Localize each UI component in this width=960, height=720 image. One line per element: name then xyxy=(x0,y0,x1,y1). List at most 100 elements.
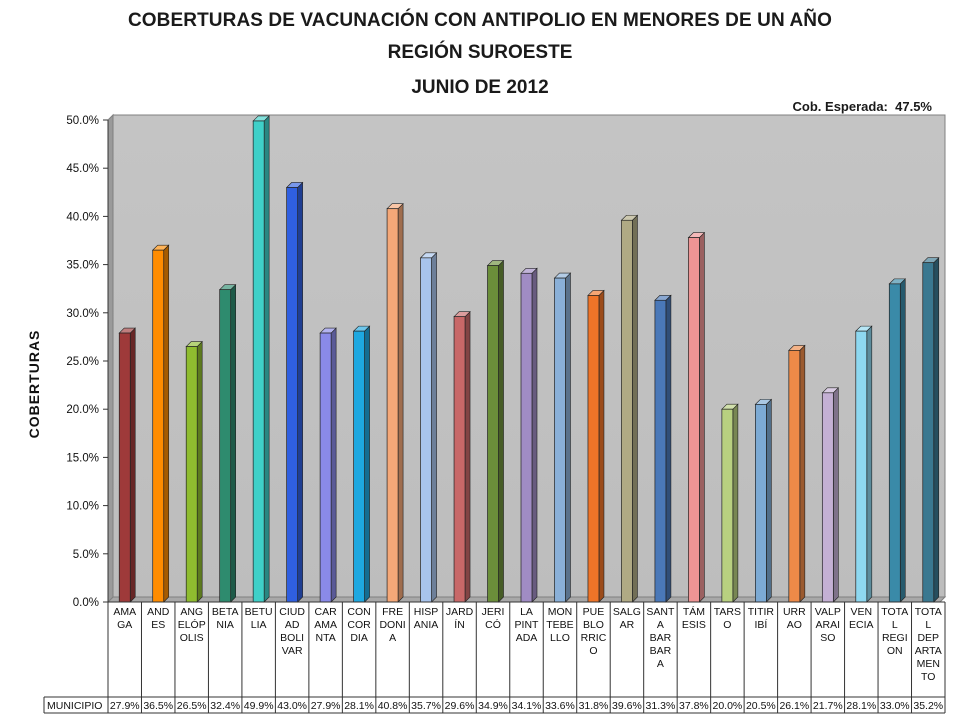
category-label: CON COR DIA xyxy=(347,606,371,644)
expected-coverage: Cob. Esperada: 47.5% xyxy=(793,99,932,114)
category-label: TÁM ESIS xyxy=(682,605,706,631)
category-label: AMA GA xyxy=(113,606,136,631)
bar-side xyxy=(632,214,638,603)
bar-side xyxy=(464,310,471,603)
bar-side xyxy=(933,256,940,603)
bar-front xyxy=(420,257,432,603)
y-tick-label: 0.0% xyxy=(73,597,99,609)
category-label: HISP ANIA xyxy=(414,606,439,631)
bar-front xyxy=(520,272,533,603)
value-label: 20.5% xyxy=(746,700,776,712)
bar-front xyxy=(152,249,165,603)
value-label: 39.6% xyxy=(612,700,642,712)
category-label: FRE DONI A xyxy=(379,606,405,644)
category-label: JERI CÓ xyxy=(482,606,505,631)
value-label: 43.0% xyxy=(277,700,307,712)
y-tick-label: 45.0% xyxy=(66,163,99,175)
bar-front xyxy=(319,332,332,603)
chart-title: COBERTURAS DE VACUNACIÓN CON ANTIPOLIO E… xyxy=(127,10,832,31)
value-label: 34.1% xyxy=(512,700,542,712)
bar-side xyxy=(699,231,705,603)
y-tick-label: 15.0% xyxy=(66,452,99,464)
value-label: 33.0% xyxy=(880,700,910,712)
value-label: 26.1% xyxy=(779,700,809,712)
category-label: BETA NIA xyxy=(212,606,239,631)
value-label: 37.8% xyxy=(679,700,709,712)
bar-side xyxy=(297,181,303,603)
bar-front xyxy=(788,350,801,603)
bar xyxy=(386,202,404,603)
category-label: TOTA L DEP ARTA MEN TO xyxy=(915,606,942,683)
category-label: TOTA L REGI ON xyxy=(881,606,908,657)
bar-front xyxy=(487,265,499,603)
bar xyxy=(285,181,304,603)
bar xyxy=(821,387,840,603)
y-tick-label: 20.0% xyxy=(66,404,99,416)
bar xyxy=(855,325,873,603)
bar xyxy=(754,398,773,603)
bar xyxy=(352,325,371,603)
bar-front xyxy=(185,346,198,603)
value-label: 35.2% xyxy=(913,700,943,712)
category-label: BETU LIA xyxy=(245,606,273,631)
bar-side xyxy=(129,327,136,603)
bar xyxy=(319,327,337,603)
bar-side xyxy=(364,325,370,603)
data-table: MUNICIPIO AMA GA 27.9% AND ES 36.5% ANG ELÓP OLIS… xyxy=(43,601,946,714)
expected-coverage-label: Cob. Esperada: xyxy=(792,99,888,114)
bar-front xyxy=(922,262,935,603)
bar xyxy=(620,214,639,603)
plot-side-wall xyxy=(107,113,114,604)
y-tick-label: 40.0% xyxy=(66,211,99,223)
bar xyxy=(687,231,706,603)
value-label: 36.5% xyxy=(143,700,173,712)
category-label: TITIR IBÍ xyxy=(748,606,775,631)
category-label: URR AO xyxy=(783,606,806,631)
value-label: 26.5% xyxy=(177,700,207,712)
bar xyxy=(453,310,471,603)
bar-front xyxy=(888,283,901,603)
category-label: CIUD AD BOLI VAR xyxy=(279,606,305,657)
category-label: ANG ELÓP OLIS xyxy=(178,606,206,644)
bar xyxy=(419,252,438,603)
bar-side xyxy=(531,267,538,603)
value-label: 32.4% xyxy=(210,700,240,712)
bar xyxy=(721,403,739,603)
value-label: 35.7% xyxy=(411,700,441,712)
bar-side xyxy=(565,272,571,603)
bar xyxy=(486,259,505,603)
bar-front xyxy=(855,330,868,603)
bar-side xyxy=(833,387,839,603)
value-label: 40.8% xyxy=(378,700,408,712)
value-label: 49.9% xyxy=(244,700,274,712)
y-tick-label: 30.0% xyxy=(66,308,99,320)
y-tick-label: 5.0% xyxy=(73,549,99,561)
value-label: 27.9% xyxy=(110,700,140,712)
bar xyxy=(553,272,572,603)
bar-side xyxy=(230,283,236,603)
bar-front xyxy=(386,208,399,603)
bar-front xyxy=(587,295,600,603)
bar-side xyxy=(397,202,404,603)
chart-subtitle-date: JUNIO DE 2012 xyxy=(411,77,549,98)
bar-front xyxy=(688,237,700,603)
bar-front xyxy=(219,289,232,603)
bar-side xyxy=(163,244,170,603)
bar xyxy=(185,340,203,603)
category-label: SALG AR xyxy=(613,606,641,631)
bar-front xyxy=(821,392,834,603)
bar xyxy=(118,327,136,603)
bars xyxy=(118,115,940,603)
bar-front xyxy=(654,299,667,603)
bar-front xyxy=(453,316,466,603)
bar xyxy=(151,244,170,603)
bar-front xyxy=(554,277,566,603)
category-label: VEN ECIA xyxy=(849,606,874,631)
category-label: TARS O xyxy=(714,606,741,631)
bar-side xyxy=(732,403,739,603)
y-axis: 0.0% 5.0% 10.0% 15.0% 20.0% 25.0% 30.0% 35.0% 40… xyxy=(66,115,109,609)
value-label: 31.8% xyxy=(579,700,609,712)
y-tick-label: 35.0% xyxy=(66,260,99,272)
category-label: SANT A BAR BAR A xyxy=(646,606,675,670)
